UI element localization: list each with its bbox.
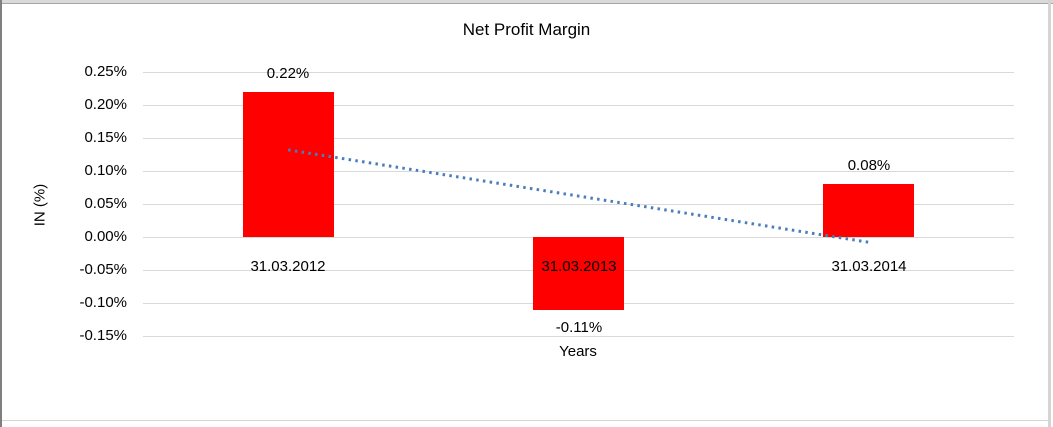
bar-data-label: 0.08% bbox=[847, 157, 891, 174]
category-label: 31.03.2014 bbox=[831, 258, 907, 275]
chart-title: Net Profit Margin bbox=[462, 20, 591, 39]
ytick-label: -0.10% bbox=[79, 294, 127, 311]
category-label: 31.03.2013 bbox=[541, 258, 617, 275]
x-axis-title: Years bbox=[559, 343, 597, 360]
chart-border-left bbox=[0, 0, 2, 427]
ytick-label: 0.20% bbox=[84, 96, 127, 113]
ytick-label: 0.25% bbox=[84, 63, 127, 80]
ytick-label: -0.05% bbox=[79, 261, 127, 278]
ytick-label: 0.10% bbox=[84, 162, 127, 179]
gridline bbox=[143, 105, 1014, 106]
ytick-label: -0.15% bbox=[79, 327, 127, 344]
gridline bbox=[143, 72, 1014, 73]
gridline bbox=[143, 336, 1014, 337]
gridline bbox=[143, 138, 1014, 139]
bar bbox=[243, 92, 334, 237]
ytick-label: 0.00% bbox=[84, 228, 127, 245]
bar-data-label: 0.22% bbox=[266, 65, 310, 82]
ytick-label: 0.05% bbox=[84, 195, 127, 212]
chart-border-top bbox=[0, 0, 1053, 4]
ytick-label: 0.15% bbox=[84, 129, 127, 146]
bar bbox=[823, 184, 914, 237]
trendline-segment bbox=[287, 148, 870, 244]
bar bbox=[533, 237, 624, 310]
chart-border-bottom bbox=[2, 420, 1048, 421]
bar-data-label: -0.11% bbox=[555, 319, 603, 336]
category-label: 31.03.2012 bbox=[250, 258, 326, 275]
chart-border-right bbox=[1048, 0, 1051, 427]
